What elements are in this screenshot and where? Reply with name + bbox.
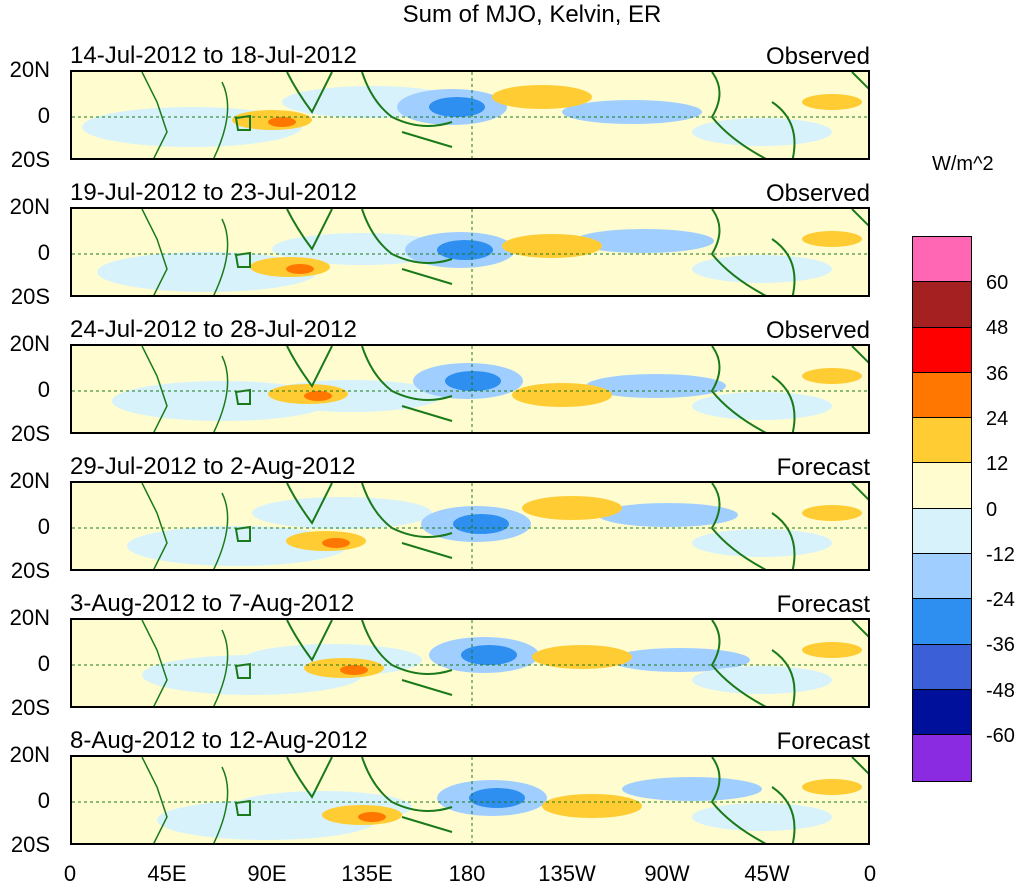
colorbar-label: -48 bbox=[986, 679, 1015, 702]
map-panel: 24-Jul-2012 to 28-Jul-2012 Observed 20N 0 20… bbox=[0, 274, 1021, 446]
lon-label: 0 bbox=[863, 861, 877, 886]
colorbar-label: 36 bbox=[986, 362, 1009, 385]
panel-status: Forecast bbox=[776, 591, 870, 618]
lon-label: 180 bbox=[448, 861, 486, 886]
colorbar-label: -36 bbox=[986, 634, 1015, 657]
lon-label: 45E bbox=[147, 861, 187, 886]
panel-status: Observed bbox=[765, 317, 870, 344]
colorbar-swatch bbox=[913, 599, 971, 645]
panel-date-range: 24-Jul-2012 to 28-Jul-2012 bbox=[70, 316, 357, 343]
colorbar-swatch bbox=[913, 282, 971, 328]
lat-label: 20N bbox=[9, 331, 50, 356]
lat-label: 20S bbox=[10, 558, 50, 583]
map-panel: 8-Aug-2012 to 12-Aug-2012 Forecast 20N 0 20S bbox=[0, 685, 1021, 857]
lat-label: 0 bbox=[37, 240, 50, 265]
colorbar-label: 12 bbox=[986, 453, 1009, 476]
panel-date-range: 19-Jul-2012 to 23-Jul-2012 bbox=[70, 179, 357, 206]
colorbar-swatch bbox=[913, 463, 971, 509]
map-panel: 3-Aug-2012 to 7-Aug-2012 Forecast 20N 0 20S bbox=[0, 548, 1021, 720]
anomaly-map bbox=[72, 757, 868, 843]
colorbar-swatch bbox=[913, 372, 971, 419]
map-panel: 19-Jul-2012 to 23-Jul-2012 Observed 20N 0 20… bbox=[0, 137, 1021, 309]
map-plot bbox=[70, 70, 870, 160]
lon-label: 135E bbox=[341, 861, 393, 886]
colorbar-swatch bbox=[913, 644, 971, 690]
colorbar-swatch bbox=[913, 508, 971, 555]
lat-label: 20N bbox=[9, 194, 50, 219]
lon-label: 90E bbox=[247, 861, 287, 886]
anomaly-map bbox=[72, 620, 868, 706]
map-plot bbox=[70, 207, 870, 297]
lon-label: 0 bbox=[63, 861, 77, 886]
colorbar-label: -24 bbox=[986, 589, 1015, 612]
chart-title: Sum of MJO, Kelvin, ER bbox=[402, 1, 662, 28]
colorbar-swatch bbox=[913, 554, 971, 600]
colorbar-label: 0 bbox=[986, 498, 998, 521]
lat-label: 0 bbox=[37, 103, 50, 128]
colorbar-swatch bbox=[913, 735, 971, 781]
lat-label: 0 bbox=[37, 514, 50, 539]
colorbar-label: 24 bbox=[986, 407, 1009, 430]
lat-label: 0 bbox=[37, 788, 50, 813]
panel-date-range: 8-Aug-2012 to 12-Aug-2012 bbox=[70, 727, 368, 754]
map-plot bbox=[70, 618, 870, 708]
lon-label: 45W bbox=[744, 861, 790, 886]
map-panel: 29-Jul-2012 to 2-Aug-2012 Forecast 20N 0 20S bbox=[0, 411, 1021, 583]
lon-label: 135W bbox=[538, 861, 596, 886]
map-plot bbox=[70, 755, 870, 845]
lat-label: 20S bbox=[10, 421, 50, 446]
colorbar-label: 60 bbox=[986, 272, 1009, 294]
colorbar-swatch bbox=[913, 689, 971, 736]
map-plot bbox=[70, 344, 870, 434]
panel-date-range: 3-Aug-2012 to 7-Aug-2012 bbox=[70, 590, 355, 617]
panel-status: Forecast bbox=[776, 728, 870, 755]
lat-label: 20S bbox=[10, 832, 50, 857]
colorbar bbox=[912, 236, 972, 782]
panel-status: Forecast bbox=[776, 454, 870, 481]
anomaly-map bbox=[72, 483, 868, 569]
colorbar-units: W/m^2 bbox=[932, 153, 994, 175]
lat-label: 20N bbox=[9, 57, 50, 82]
lon-label: 90W bbox=[644, 861, 690, 886]
colorbar-label: -60 bbox=[986, 725, 1015, 747]
colorbar-label: 48 bbox=[986, 317, 1009, 340]
anomaly-map bbox=[72, 72, 868, 158]
lat-label: 20S bbox=[10, 284, 50, 309]
colorbar-swatch bbox=[913, 418, 971, 464]
lat-label: 20S bbox=[10, 695, 50, 720]
anomaly-map bbox=[72, 209, 868, 295]
lat-label: 20S bbox=[10, 147, 50, 172]
panel-date-range: 14-Jul-2012 to 18-Jul-2012 bbox=[70, 42, 357, 69]
anomaly-map bbox=[72, 346, 868, 432]
lat-label: 0 bbox=[37, 377, 50, 402]
lat-label: 20N bbox=[9, 742, 50, 767]
map-panel: 14-Jul-2012 to 18-Jul-2012 Observed 20N 0 20… bbox=[0, 0, 1021, 172]
panel-status: Observed bbox=[765, 43, 870, 70]
colorbar-swatch bbox=[913, 237, 971, 283]
panel-date-range: 29-Jul-2012 to 2-Aug-2012 bbox=[70, 453, 356, 480]
lat-label: 0 bbox=[37, 651, 50, 676]
lat-label: 20N bbox=[9, 468, 50, 493]
colorbar-swatch bbox=[913, 327, 971, 373]
lat-label: 20N bbox=[9, 605, 50, 630]
panel-status: Observed bbox=[765, 180, 870, 207]
map-plot bbox=[70, 481, 870, 571]
colorbar-label: -12 bbox=[986, 543, 1015, 566]
